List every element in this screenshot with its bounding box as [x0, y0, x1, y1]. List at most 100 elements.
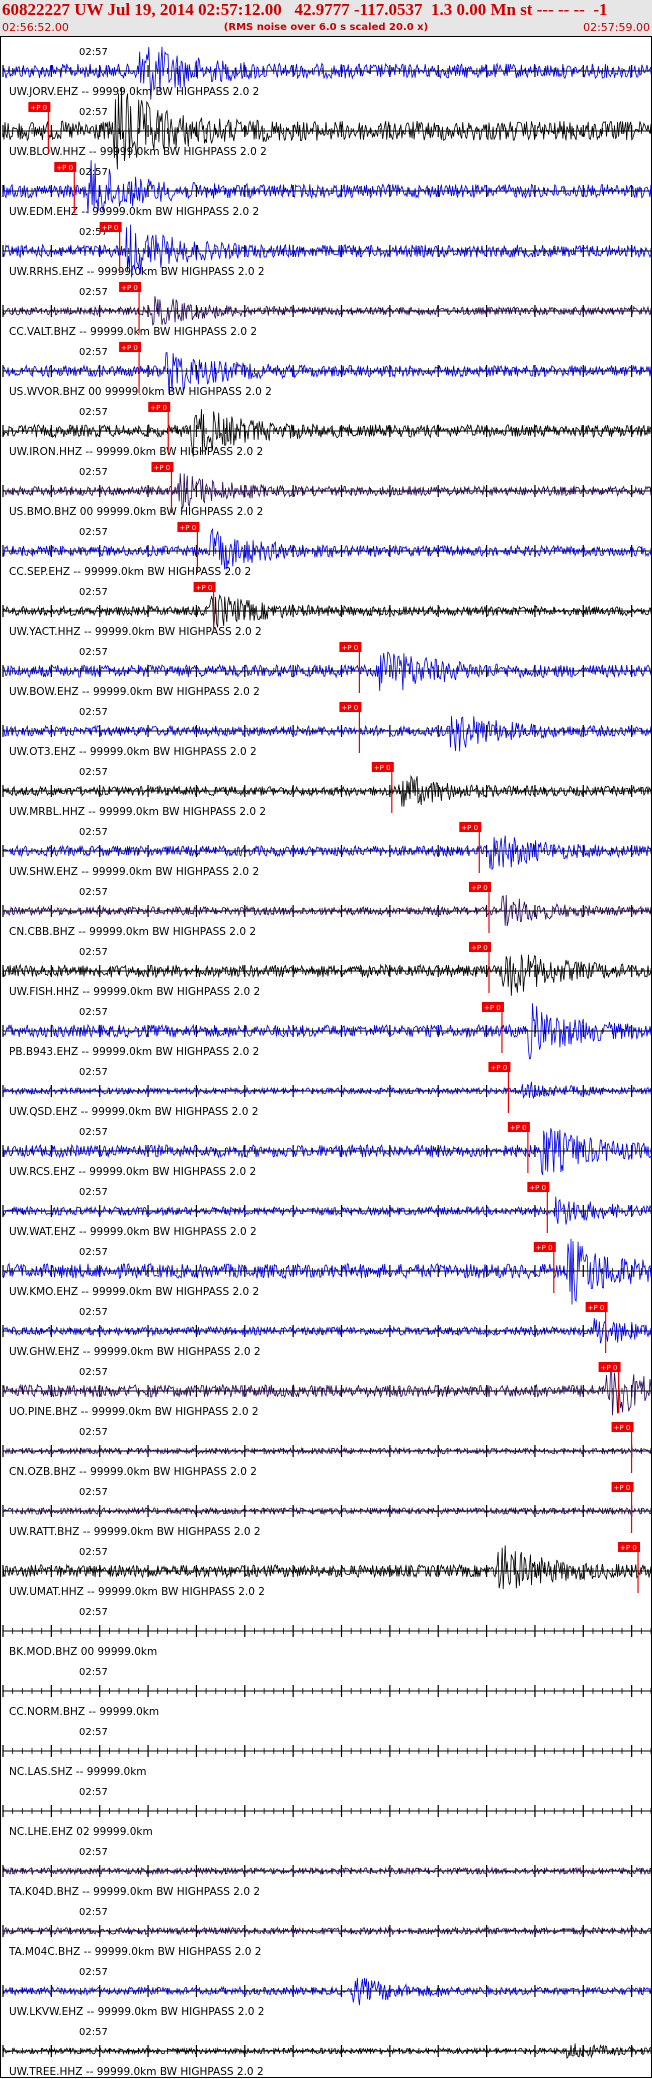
tick-label: 02:57 — [79, 947, 108, 958]
station-label: NC.LHE.EHZ 02 99999.0km — [9, 1826, 153, 1838]
waveform — [2, 1364, 652, 1416]
trace-8: 02:57 US.BMO.BHZ 00 99999.0km BW HIGHPASS… — [2, 462, 652, 518]
station-label: UW.OT3.EHZ -- 99999.0km BW HIGHPASS 2.0 … — [9, 746, 257, 758]
pick-box — [618, 1542, 641, 1552]
waveform — [2, 651, 652, 691]
pick-label: +P 0 — [153, 464, 170, 472]
waveform — [2, 473, 652, 509]
station-label: CC.SEP.EHZ -- 99999.0km BW HIGHPASS 2.0 … — [9, 566, 251, 578]
station-label: UW.RRHS.EHZ -- 99999.0km BW HIGHPASS 2.0… — [9, 266, 265, 278]
pick-label: +P 0 — [121, 284, 138, 292]
waveform — [2, 894, 652, 926]
station-label: UW.WAT.EHZ -- 99999.0km BW HIGHPASS 2.0 … — [9, 1226, 257, 1238]
pick-box — [507, 1122, 530, 1132]
rms-note: (RMS noise over 6.0 s scaled 20.0 x) — [223, 22, 429, 33]
trace-23: 02:57 UO.PINE.BHZ -- 99999.0km BW HIGHPAS… — [2, 1362, 652, 1418]
tick-label: 02:57 — [79, 1187, 108, 1198]
waveform — [2, 1545, 652, 1590]
trace-21: 02:57 UW.KMO.EHZ -- 99999.0km BW HIGHPASS… — [2, 1238, 652, 1305]
station-label: UW.FISH.HHZ -- 99999.0km BW HIGHPASS 2.0… — [9, 986, 260, 998]
pick-label: +P 0 — [614, 1424, 631, 1432]
pick-box — [527, 1182, 550, 1192]
pick-label: +P 0 — [620, 1544, 637, 1552]
station-label: UW.GHW.EHZ -- 99999.0km BW HIGHPASS 2.0 … — [9, 1346, 261, 1358]
pick-label: +P 0 — [341, 644, 358, 652]
station-label: US.WVOR.BHZ 00 99999.0km BW HIGHPASS 2.0… — [9, 386, 272, 398]
trace-33: 02:57 UW.LKVW.EHZ -- 99999.0km BW HIGHPAS… — [2, 1967, 652, 2018]
waveform — [2, 1196, 652, 1225]
pick-label: +P 0 — [484, 1004, 501, 1012]
pick-label: +P 0 — [30, 104, 47, 112]
station-label: UW.QSD.EHZ -- 99999.0km BW HIGHPASS 2.0 … — [9, 1106, 258, 1118]
tick-label: 02:57 — [79, 2027, 108, 2038]
header-bar: 60822227 UW Jul 19, 2014 02:57:12.00 42.… — [0, 0, 652, 36]
pick-label: +P 0 — [614, 1484, 631, 1492]
waveform — [2, 409, 652, 457]
trace-16: 02:57 UW.FISH.HHZ -- 99999.0km BW HIGHPAS… — [2, 942, 652, 998]
pick-label: +P 0 — [56, 164, 73, 172]
tick-label: 02:57 — [79, 407, 108, 418]
pick-box — [598, 1362, 621, 1372]
tick-label: 02:57 — [79, 587, 108, 598]
pick-label: +P 0 — [102, 224, 119, 232]
tick-label: 02:57 — [79, 347, 108, 358]
pick-box — [193, 582, 216, 592]
station-label: TA.K04D.BHZ -- 99999.0km BW HIGHPASS 2.0… — [8, 1886, 260, 1898]
waveform — [2, 160, 652, 214]
tick-label: 02:57 — [79, 1847, 108, 1858]
station-label: UW.TREE.HHZ -- 99999.0km BW HIGHPASS 2.0… — [9, 2066, 264, 2078]
station-label: UW.IRON.HHZ -- 99999.0km BW HIGHPASS 2.0… — [9, 446, 263, 458]
trace-10: 02:57 UW.YACT.HHZ -- 99999.0km BW HIGHPAS… — [2, 582, 652, 638]
start-time: 02:56:52.00 — [2, 21, 69, 34]
pick-box — [119, 282, 142, 292]
tick-label: 02:57 — [79, 167, 108, 178]
station-label: UW.UMAT.HHZ -- 99999.0km BW HIGHPASS 2.0… — [9, 1586, 265, 1598]
waveform — [2, 46, 652, 100]
station-label: UW.RCS.EHZ -- 99999.0km BW HIGHPASS 2.0 … — [9, 1166, 256, 1178]
tick-label: 02:57 — [79, 47, 108, 58]
pick-box — [611, 1422, 634, 1432]
trace-1: 02:57 UW.JORV.EHZ -- 99999.0km BW HIGHPAS… — [2, 46, 652, 100]
tick-label: 02:57 — [79, 1007, 108, 1018]
waveform — [2, 1318, 652, 1344]
tick-label: 02:57 — [79, 1367, 108, 1378]
waveform — [2, 1238, 652, 1305]
pick-label: +P 0 — [374, 764, 391, 772]
tick-label: 02:57 — [79, 287, 108, 298]
pick-box — [99, 222, 122, 232]
trace-31: 02:57 TA.K04D.BHZ -- 99999.0km BW HIGHPAS… — [2, 1847, 652, 1898]
trace-32: 02:57 TA.M04C.BHZ -- 99999.0km BW HIGHPAS… — [2, 1907, 652, 1958]
station-label: UW.BOW.EHZ -- 99999.0km BW HIGHPASS 2.0 … — [9, 686, 260, 698]
station-label: UW.BLOW.HHZ -- 99999.0km BW HIGHPASS 2.0… — [9, 146, 267, 158]
tick-label: 02:57 — [79, 1247, 108, 1258]
tick-label: 02:57 — [79, 1667, 108, 1678]
station-label: UW.MRBL.HHZ -- 99999.0km BW HIGHPASS 2.0… — [9, 806, 266, 818]
station-label: UW.RATT.BHZ -- 99999.0km BW HIGHPASS 2.0… — [9, 1526, 261, 1538]
trace-6: 02:57 US.WVOR.BHZ 00 99999.0km BW HIGHPAS… — [2, 342, 652, 398]
trace-11: 02:57 UW.BOW.EHZ -- 99999.0km BW HIGHPASS… — [2, 642, 652, 698]
waveform — [2, 1977, 652, 2006]
pick-label: +P 0 — [536, 1244, 553, 1252]
pick-box — [339, 702, 362, 712]
pick-box — [339, 642, 362, 652]
pick-box — [488, 1062, 511, 1072]
waveform — [2, 774, 652, 807]
pick-label: +P 0 — [588, 1304, 605, 1312]
trace-3: 02:57 UW.EDM.EHZ -- 99999.0km BW HIGHPASS… — [2, 160, 652, 218]
tick-label: 02:57 — [79, 1787, 108, 1798]
pick-label: +P 0 — [510, 1124, 527, 1132]
pick-label: +P 0 — [150, 404, 167, 412]
tick-label: 02:57 — [79, 1907, 108, 1918]
trace-29: 02:57 NC.LAS.SHZ -- 99999.0km — [2, 1727, 652, 1778]
pick-label: +P 0 — [529, 1184, 546, 1192]
station-label: NC.LAS.SHZ -- 99999.0km — [9, 1766, 147, 1778]
trace-34: 02:57 UW.TREE.HHZ -- 99999.0km BW HIGHPAS… — [2, 2027, 652, 2078]
trace-18: 02:57 UW.QSD.EHZ -- 99999.0km BW HIGHPASS… — [2, 1062, 652, 1118]
waveform — [2, 716, 652, 752]
waveform — [2, 1446, 652, 1456]
waveform — [2, 594, 652, 628]
pick-box — [54, 162, 77, 172]
trace-12: 02:57 UW.OT3.EHZ -- 99999.0km BW HIGHPASS… — [2, 702, 652, 758]
waveform — [2, 1866, 652, 1876]
trace-24: 02:57 CN.OZB.BHZ -- 99999.0km BW HIGHPASS… — [2, 1422, 652, 1478]
